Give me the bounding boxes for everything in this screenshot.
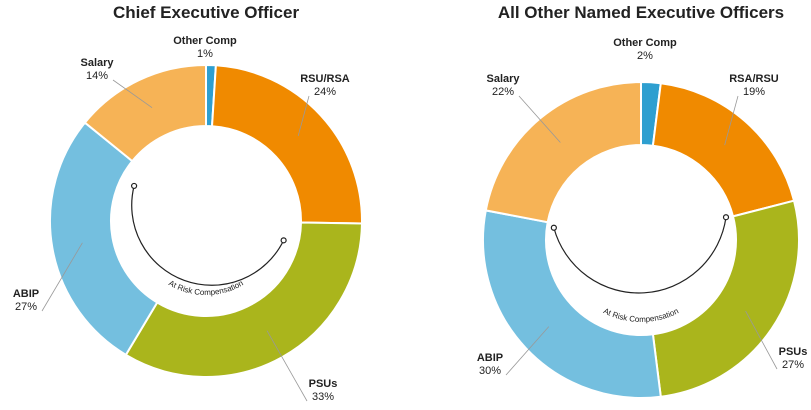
arc-end <box>722 214 730 221</box>
annotation-text: At Risk Compensation <box>167 279 245 298</box>
at-risk-arc <box>553 217 727 294</box>
slice-label: RSU/RSA <box>300 73 350 85</box>
annotation: At Risk Compensation <box>602 306 680 324</box>
leader-line <box>505 326 550 376</box>
slice <box>210 64 363 225</box>
leader-line <box>518 95 561 143</box>
slice-label: RSA/RSU <box>729 73 779 85</box>
slice-label: ABIP <box>477 352 503 364</box>
value-label: 27% <box>782 359 804 371</box>
slice-label: PSUs <box>309 378 338 390</box>
value-label: 27% <box>15 301 37 313</box>
annotation-text: At Risk Compensation <box>602 306 680 324</box>
leader-line <box>266 330 308 402</box>
chart-title: Chief Executive Officer <box>113 3 300 22</box>
leader-line <box>112 79 153 109</box>
leader-line <box>724 95 739 146</box>
value-label: 33% <box>312 391 334 403</box>
slice <box>651 199 800 398</box>
annotation: At Risk Compensation <box>167 279 245 298</box>
slice <box>482 209 662 399</box>
at-risk-arc <box>131 185 285 286</box>
arc-end <box>130 182 138 190</box>
value-label: 1% <box>197 48 213 60</box>
arc-end <box>550 224 557 231</box>
value-label: 19% <box>743 86 765 98</box>
value-label: 24% <box>314 86 336 98</box>
slice-label: Other Comp <box>613 37 677 49</box>
slice <box>651 82 796 218</box>
leader-line <box>297 95 310 136</box>
slice-label: Other Comp <box>173 35 237 47</box>
value-label: 22% <box>492 86 514 98</box>
slice <box>49 121 159 357</box>
arc-end <box>280 237 287 244</box>
leader-line <box>745 310 778 370</box>
slice-label: PSUs <box>779 346 808 358</box>
slice <box>83 63 207 163</box>
slice-label: Salary <box>486 73 520 85</box>
value-label: 30% <box>479 365 501 377</box>
value-label: 2% <box>637 50 653 62</box>
slice <box>484 80 642 224</box>
slice-label: Salary <box>80 57 114 69</box>
chart-title: All Other Named Executive Officers <box>498 3 784 22</box>
value-label: 14% <box>86 70 108 82</box>
leader-line <box>41 242 83 312</box>
slice-label: ABIP <box>13 288 39 300</box>
slice <box>124 221 363 378</box>
